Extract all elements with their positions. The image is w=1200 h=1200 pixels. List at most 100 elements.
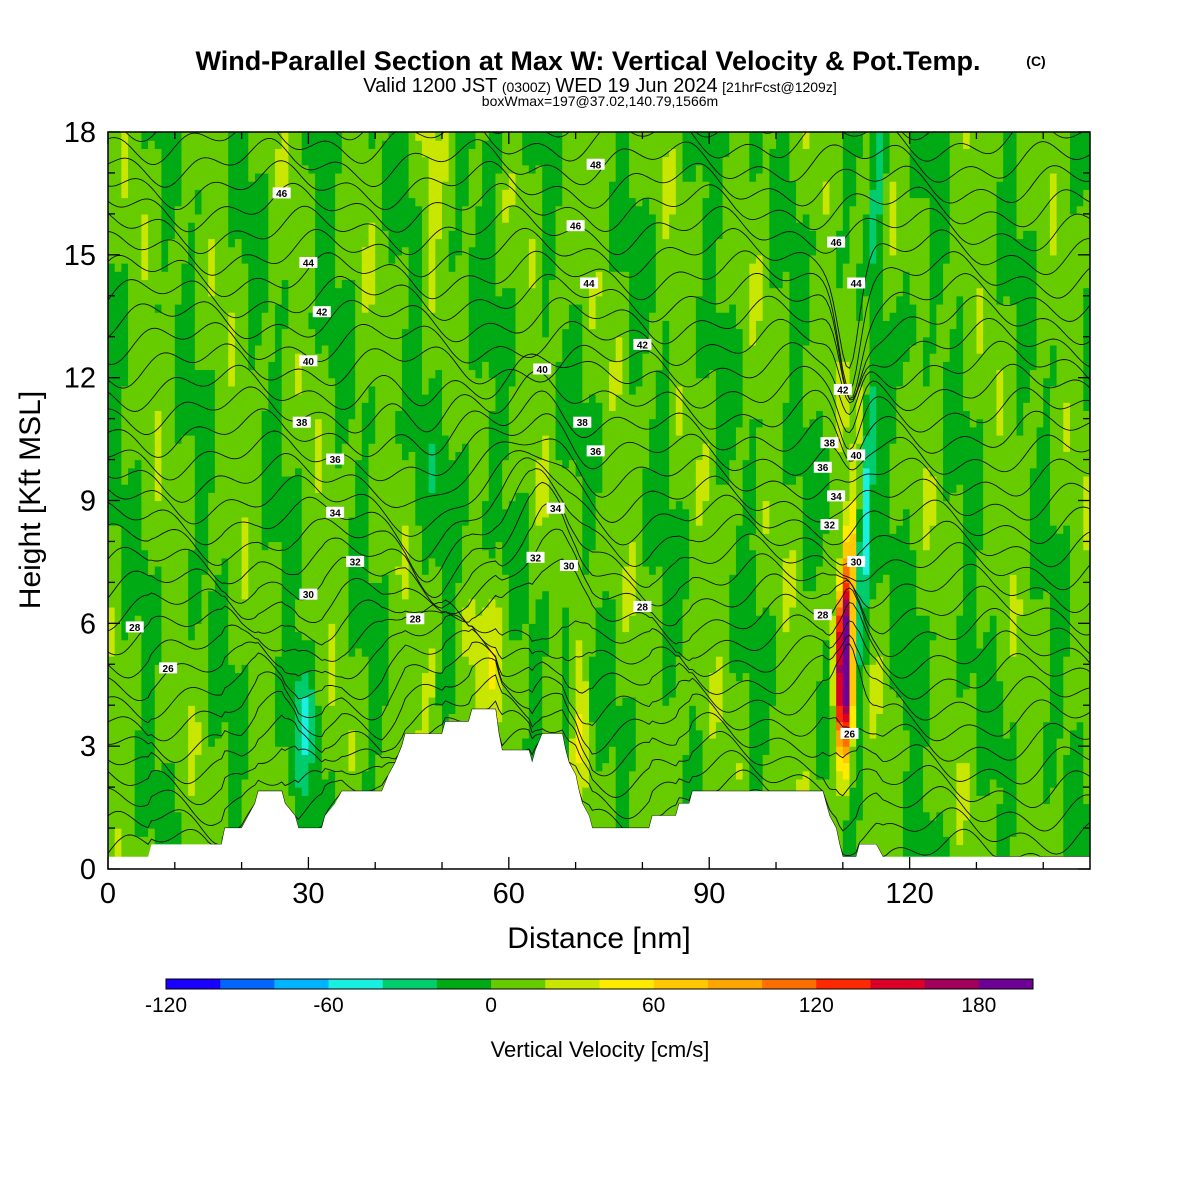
- contour-label: 34: [546, 502, 565, 515]
- contour-label-text: 36: [330, 455, 342, 466]
- contour-label-text: 32: [350, 557, 362, 568]
- contour-label: 46: [827, 236, 846, 249]
- contour-label-text: 32: [530, 553, 542, 564]
- contour-label: 28: [813, 609, 832, 622]
- colorbar-label: Vertical Velocity [cm/s]: [491, 1037, 710, 1062]
- theta-contour: [108, 132, 1084, 165]
- terrain: [108, 709, 1090, 870]
- theta-contour: [108, 457, 1090, 562]
- contour-label: 40: [299, 355, 318, 368]
- contour-label: 44: [299, 257, 318, 270]
- colorbar-swatch: [978, 979, 1034, 989]
- contour-label-text: 30: [563, 562, 575, 573]
- theta-contour: [108, 205, 1090, 256]
- theta-contour: [108, 250, 1090, 391]
- contour-label-text: 46: [276, 189, 288, 200]
- colorbar: -120 -60 0 60 120 180: [145, 978, 1034, 1017]
- theta-contour: [108, 641, 1090, 742]
- colorbar-swatch: [328, 979, 384, 989]
- contour-label-text: 32: [824, 521, 836, 532]
- theta-contour: [108, 160, 1090, 211]
- colorbar-swatch: [436, 979, 492, 989]
- contour-label: 44: [847, 277, 866, 290]
- contour-label: 32: [526, 551, 545, 564]
- theta-contour: [108, 137, 1090, 188]
- theta-contour: [108, 599, 1090, 679]
- theta-contours: [108, 132, 1090, 858]
- theta-contour: [108, 413, 1090, 482]
- contour-label: 44: [579, 277, 598, 290]
- contour-label: 36: [326, 453, 345, 466]
- contour-label: 48: [586, 158, 605, 171]
- colorbar-swatch: [220, 979, 275, 989]
- y-tick-label: 6: [80, 608, 96, 640]
- contour-label: 46: [566, 220, 585, 233]
- theta-contour: [108, 614, 1090, 702]
- contour-label: 40: [847, 449, 866, 462]
- y-tick-label: 9: [80, 486, 96, 518]
- contour-label-text: 28: [129, 623, 141, 634]
- contour-label-text: 44: [303, 259, 315, 270]
- contour-label-text: 46: [831, 238, 843, 249]
- contour-label-text: 38: [577, 418, 589, 429]
- colorbar-swatch: [816, 979, 871, 989]
- contour-label-text: 40: [851, 451, 863, 462]
- valid-utc: (0300Z): [502, 79, 551, 95]
- colorbar-swatch: [707, 979, 763, 989]
- theta-contour: [108, 502, 1090, 613]
- contour-label: 38: [820, 437, 839, 450]
- theta-contour: [108, 468, 1090, 583]
- theta-contour: [108, 700, 1090, 809]
- colorbar-swatch: [274, 979, 329, 989]
- contour-label: 28: [633, 600, 652, 613]
- colorbar-swatch: [599, 979, 655, 989]
- contour-label-text: 26: [844, 729, 856, 740]
- theta-contour: [108, 317, 1090, 404]
- chart-title: Wind-Parallel Section at Max W: Vertical…: [196, 46, 981, 76]
- colorbar-swatch: [491, 979, 546, 989]
- contour-label: 36: [813, 461, 832, 474]
- x-tick-label: 0: [100, 878, 116, 910]
- theta-contour: [108, 295, 1090, 401]
- theta-contour: [108, 558, 1090, 658]
- theta-contour: [125, 132, 931, 143]
- contour-label: 42: [633, 338, 652, 351]
- theta-contour: [108, 528, 1090, 636]
- contour-label-text: 38: [824, 439, 836, 450]
- y-tick-label: 3: [80, 731, 96, 763]
- colorbar-tick-label: 0: [485, 994, 497, 1017]
- theta-contour: [108, 450, 1090, 537]
- y-tick-label: 18: [64, 117, 96, 149]
- theta-contour: [108, 227, 1090, 369]
- x-tick-label: 120: [885, 878, 933, 910]
- theta-contour: [108, 438, 1090, 508]
- contour-label: 30: [847, 555, 866, 568]
- colorbar-swatch: [870, 979, 926, 989]
- contour-label-text: 46: [570, 222, 582, 233]
- colorbar-tick-label: 180: [961, 994, 996, 1017]
- contour-label-text: 36: [817, 463, 829, 474]
- contour-label: 42: [833, 383, 852, 396]
- contour-label: 26: [840, 727, 859, 740]
- valid-time: Valid 1200 JST: [363, 75, 497, 97]
- contour-label-text: 42: [316, 308, 328, 319]
- colorbar-tick-label: 60: [642, 994, 665, 1017]
- colorbar-swatch: [545, 979, 600, 989]
- theta-contour: [108, 272, 1090, 400]
- theta-contour: [108, 390, 1090, 462]
- x-tick-label: 90: [693, 878, 725, 910]
- contour-label: 34: [326, 506, 345, 519]
- contour-label: 46: [272, 187, 291, 200]
- forecast-info: [21hrFcst@1209z]: [722, 79, 837, 95]
- colorbar-swatch: [924, 979, 980, 989]
- contour-label-text: 40: [537, 365, 549, 376]
- contour-label-text: 38: [296, 418, 308, 429]
- theta-contour: [108, 708, 1090, 832]
- theta-contour: [108, 674, 1090, 785]
- theta-contour: [108, 481, 1090, 598]
- colorbar-swatch: [653, 979, 709, 989]
- contour-label: 30: [559, 560, 578, 573]
- contour-label-text: 36: [590, 447, 602, 458]
- contour-label-text: 42: [637, 340, 649, 351]
